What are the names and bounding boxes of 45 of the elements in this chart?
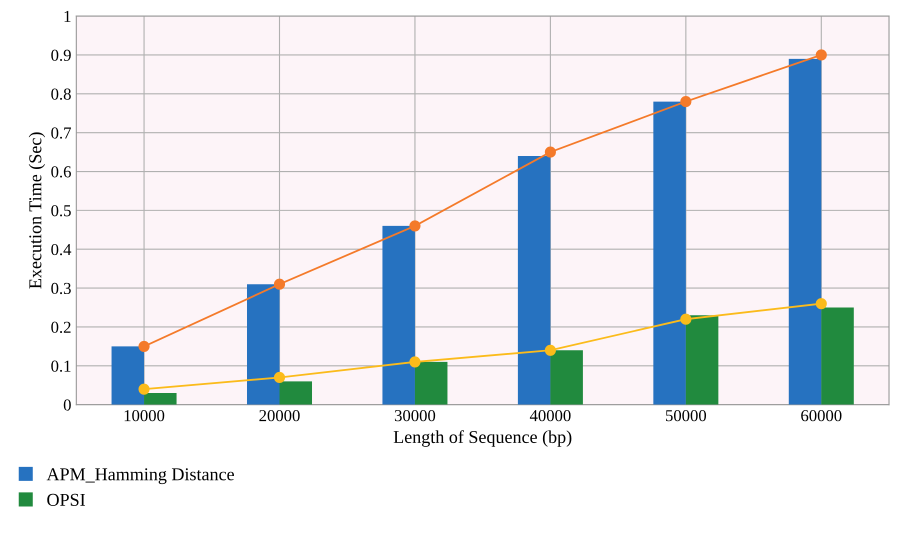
bar — [280, 381, 312, 405]
x-tick-label: 30000 — [394, 410, 436, 422]
point — [409, 356, 421, 368]
y-tick-label: 0.3 — [51, 282, 71, 294]
point — [544, 344, 556, 356]
point — [544, 146, 556, 158]
point — [816, 49, 827, 60]
bar — [550, 350, 583, 405]
y-tick-label: 0.2 — [51, 322, 71, 333]
y-tick-label: 0.5 — [51, 205, 71, 216]
point — [138, 384, 150, 395]
x-tick-label: 20000 — [259, 410, 300, 422]
point — [274, 372, 286, 384]
bar — [821, 308, 854, 405]
y-tick-label: 0.9 — [51, 50, 71, 61]
legend-label: OPSI — [47, 494, 86, 506]
y-tick-label: 0 — [64, 399, 71, 411]
point — [680, 314, 692, 325]
bar — [653, 102, 686, 405]
bar — [686, 315, 718, 405]
bar — [246, 284, 280, 405]
point — [680, 96, 692, 108]
x-axis-title: Length of Sequence (bp) — [394, 430, 572, 447]
y-tick-label: 0.7 — [51, 127, 71, 139]
bar — [144, 393, 177, 405]
x-tick-label: 60000 — [801, 410, 842, 422]
x-tick-label: 40000 — [530, 410, 571, 422]
bar — [414, 362, 448, 405]
x-tick-label: 10000 — [124, 410, 164, 422]
point — [138, 340, 150, 352]
point — [274, 278, 286, 290]
y-tick-label: 1 — [64, 10, 70, 22]
y-axis-title: Execution Time (Sec) — [28, 132, 46, 289]
y-tick-label: 0.1 — [51, 360, 70, 372]
point — [816, 298, 827, 310]
y-tick-label: 0.6 — [51, 166, 71, 178]
bar — [112, 346, 144, 405]
legend-label: APM_Hamming Distance — [46, 468, 234, 484]
y-tick-label: 0.4 — [51, 244, 72, 256]
bar — [518, 156, 550, 405]
x-tick-label: 50000 — [666, 410, 706, 422]
bar — [382, 226, 415, 405]
y-tick-label: 0.8 — [51, 88, 71, 100]
bar — [788, 58, 822, 405]
point — [409, 220, 421, 232]
